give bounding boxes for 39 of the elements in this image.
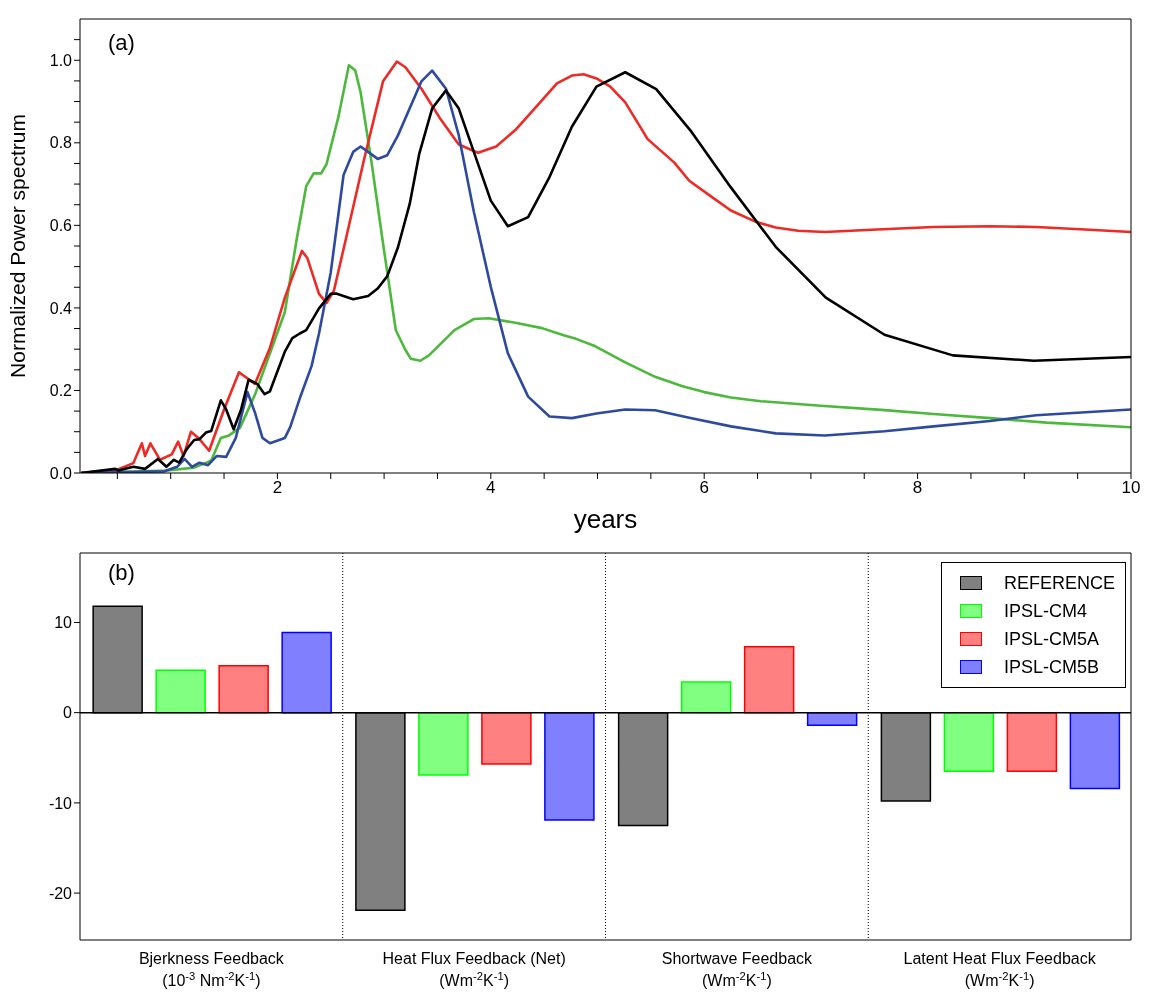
bar	[418, 711, 469, 776]
legend-label: IPSL-CM4	[1003, 600, 1088, 622]
x-axis-title: years	[573, 504, 638, 534]
bar	[481, 711, 532, 765]
x-tick-label: Bjerkness Feedback (10$^{-3}$ Nm$^{-2}$K$^{-1}$)	[138, 950, 285, 989]
bar	[1006, 711, 1058, 773]
y-tick-label: -20	[48, 884, 73, 902]
y-tick-label: 0.0	[49, 464, 73, 482]
bar	[743, 646, 795, 714]
y-tick-label: 10	[54, 614, 73, 632]
x-tick-label: 6	[699, 478, 709, 498]
y-tick-label: 0.8	[49, 134, 73, 152]
bar	[281, 631, 332, 714]
legend-label: IPSL-CM5B	[1003, 656, 1100, 678]
annotation: (a)	[108, 30, 135, 56]
y-axis-title: Normalized Power spectrum	[6, 114, 30, 378]
x-tick-label: 10	[1121, 478, 1141, 498]
legend-label: REFERENCE	[1003, 572, 1115, 594]
y-tick-label: 0.2	[49, 382, 73, 400]
x-tick-label: Heat Flux Feedback (Net) (Wm$^{-2}$K$^{-1}$)	[382, 950, 566, 989]
bar	[218, 665, 269, 714]
bar	[806, 711, 858, 727]
y-tick-label: 0.6	[49, 217, 73, 235]
y-tick-label: 0.4	[49, 299, 73, 317]
y-tick-label: -10	[48, 794, 73, 812]
bar	[544, 711, 595, 821]
x-tick-label: 8	[912, 478, 923, 498]
x-tick-label: Shortwave Feedback (Wm$^{-2}$K$^{-1}$)	[661, 950, 814, 989]
bar	[1069, 711, 1121, 790]
y-tick-label: 0	[63, 704, 73, 722]
bar	[155, 669, 206, 714]
x-tick-label: 2	[272, 478, 283, 498]
x-tick-label: Latent Heat Flux Feedback (Wm$^{-2}$K$^{-1}$)	[903, 950, 1097, 989]
annotation: (b)	[108, 560, 135, 586]
bar	[680, 681, 732, 714]
y-tick-label: 1.0	[49, 51, 73, 69]
x-tick-label: 4	[486, 478, 496, 498]
bar	[943, 711, 995, 773]
legend-label: IPSL-CM5A	[1003, 628, 1100, 650]
